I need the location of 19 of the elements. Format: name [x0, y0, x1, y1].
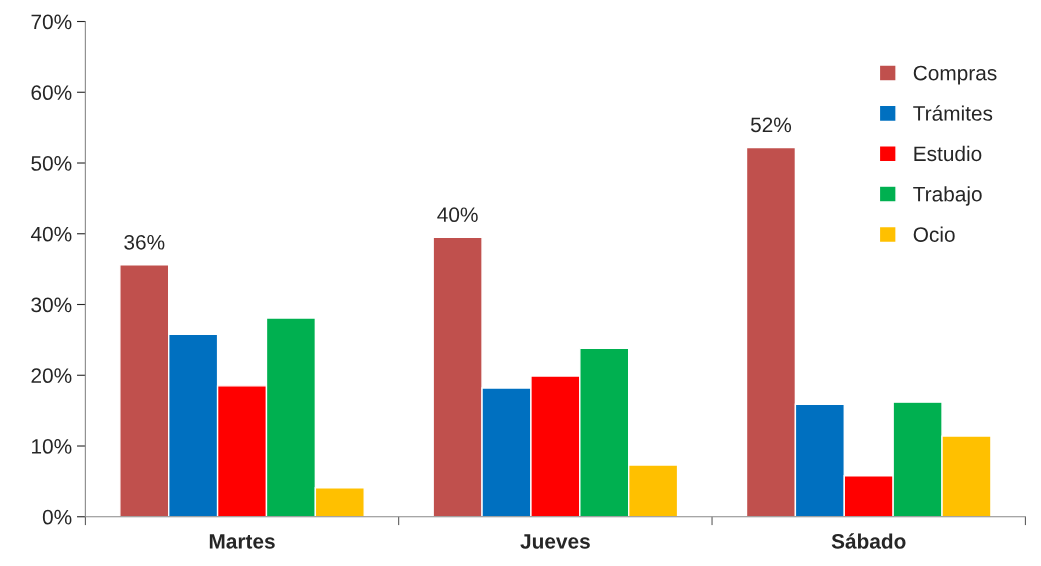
data-label: 36% [124, 234, 165, 250]
x-tick-label: Jueves [520, 534, 590, 549]
y-tick-label: 30% [31, 297, 72, 313]
y-tick-label: 0% [42, 509, 72, 525]
legend-label: Compras [913, 65, 997, 85]
x-tick-label: Martes [209, 534, 275, 549]
y-tick-label: 10% [32, 439, 72, 454]
y-tick-label: 20% [31, 368, 72, 384]
legend-label: Trabajo [913, 186, 982, 206]
y-tick-label: 60% [31, 85, 72, 101]
legend-label: Estudio [914, 145, 982, 162]
x-tick-label: Sábado [831, 533, 906, 549]
legend-label: Trámites [913, 105, 993, 121]
y-tick-label: 50% [31, 156, 72, 171]
data-label: 52% [750, 117, 792, 133]
y-tick-label: 40% [30, 226, 72, 242]
data-label: 40% [437, 207, 478, 223]
y-tick-label: 70% [31, 14, 72, 30]
legend-label: Ocio [913, 226, 955, 242]
